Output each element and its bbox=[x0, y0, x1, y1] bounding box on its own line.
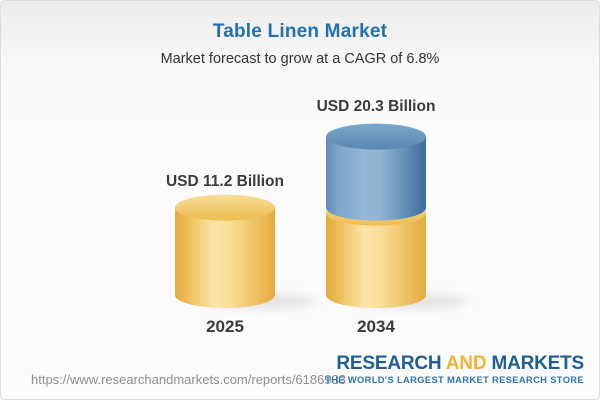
research-and-markets-logo: RESEARCH AND MARKETS THE WORLD'S LARGEST… bbox=[325, 354, 584, 386]
report-url-link[interactable]: https://www.researchandmarkets.com/repor… bbox=[31, 372, 347, 387]
logo-word-research: RESEARCH bbox=[336, 353, 442, 374]
bar-value-label-2025: USD 11.2 Billion bbox=[165, 173, 284, 190]
bar-2034-segment-blue bbox=[326, 123, 426, 221]
chart-subtitle: Market forecast to grow at a CAGR of 6.8… bbox=[160, 51, 440, 67]
chart-title: Table Linen Market bbox=[212, 21, 388, 42]
logo-word-markets: MARKETS bbox=[491, 353, 584, 374]
bar-category-label-2034: 2034 bbox=[357, 317, 395, 336]
bar-category-label-2025: 2025 bbox=[206, 317, 244, 336]
logo-word-and: AND bbox=[445, 353, 487, 374]
logo-tagline: THE WORLD'S LARGEST MARKET RESEARCH STOR… bbox=[325, 375, 584, 385]
logo-wordmark: RESEARCH AND MARKETS bbox=[325, 354, 584, 374]
bar-2025-segment-gold bbox=[175, 194, 275, 308]
bar-value-label-2034: USD 20.3 Billion bbox=[316, 98, 436, 115]
